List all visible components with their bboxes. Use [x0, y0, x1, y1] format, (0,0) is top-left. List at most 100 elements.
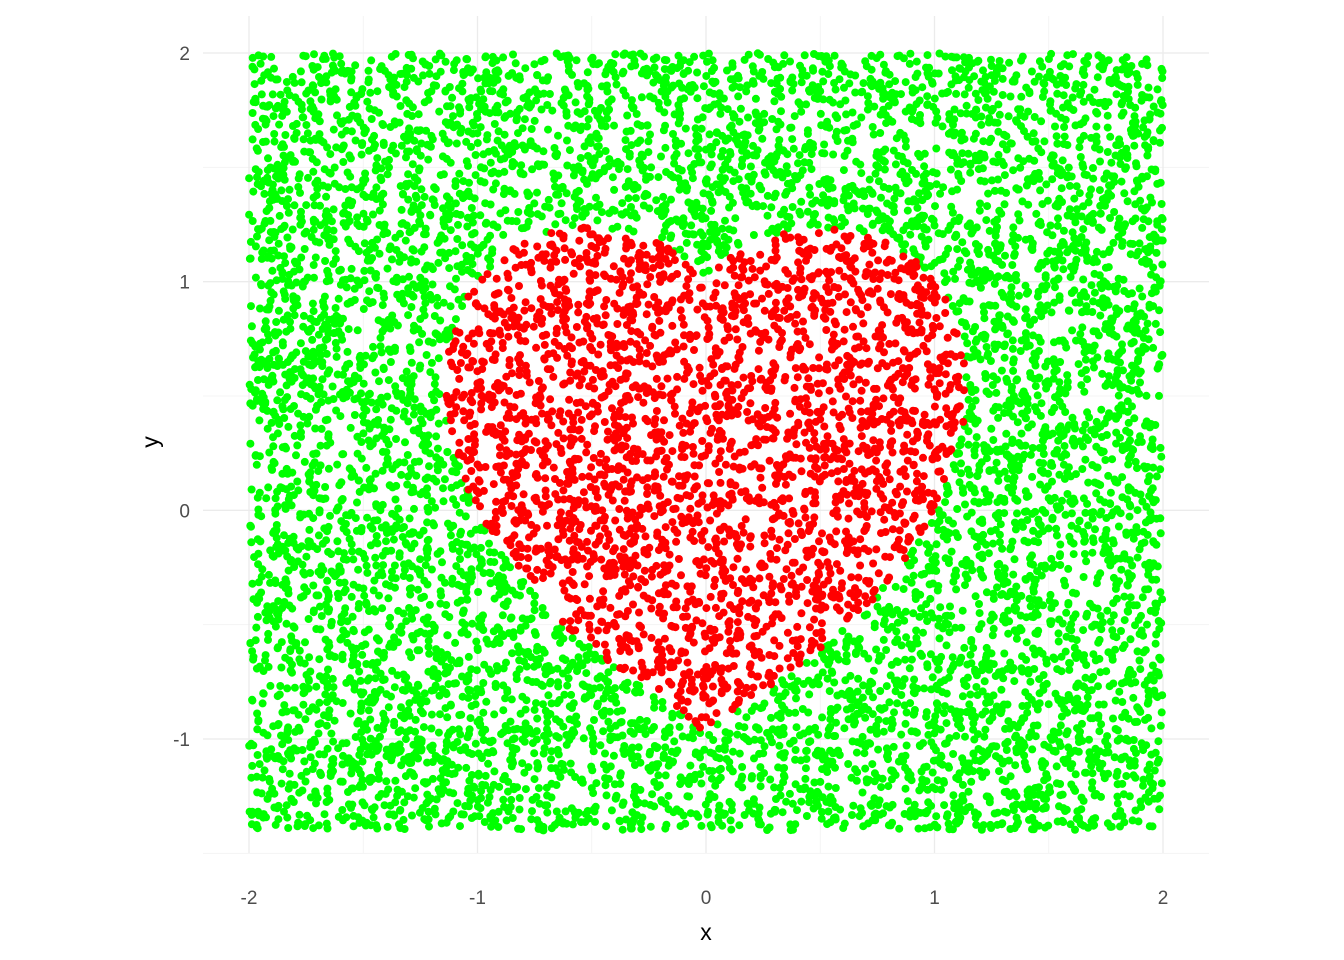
outside-point [383, 170, 392, 179]
outside-point [936, 603, 945, 612]
outside-point [354, 604, 363, 613]
outside-point [1060, 442, 1069, 450]
outside-point [1046, 221, 1055, 230]
outside-point [852, 648, 860, 657]
outside-point [552, 781, 561, 789]
outside-point [315, 672, 324, 681]
outside-point [646, 822, 655, 831]
outside-point [451, 315, 460, 324]
outside-point [799, 680, 808, 688]
outside-point [498, 611, 507, 620]
outside-point [341, 185, 350, 193]
outside-point [1117, 565, 1126, 574]
outside-point [425, 600, 434, 609]
outside-point [1026, 234, 1035, 243]
outside-point [366, 266, 375, 275]
outside-point [1136, 196, 1145, 205]
outside-point [975, 600, 983, 608]
outside-point [408, 811, 416, 820]
outside-point [335, 481, 344, 490]
outside-point [554, 733, 563, 742]
outside-point [854, 674, 863, 683]
outside-point [260, 375, 268, 384]
outside-point [338, 655, 347, 664]
outside-point [903, 206, 912, 215]
outside-point [534, 762, 543, 771]
outside-point [1084, 52, 1093, 61]
outside-point [438, 129, 447, 138]
outside-point [286, 317, 294, 326]
outside-point [1008, 537, 1017, 546]
outside-point [829, 150, 838, 159]
outside-point [981, 725, 990, 734]
outside-point [537, 212, 546, 221]
outside-point [966, 258, 975, 267]
outside-point [295, 726, 304, 735]
outside-point [296, 188, 304, 197]
outside-point [436, 171, 445, 180]
outside-point [1101, 381, 1110, 390]
outside-point [1098, 369, 1107, 378]
outside-point [952, 89, 961, 98]
outside-point [1107, 181, 1116, 190]
outside-point [1121, 220, 1130, 229]
outside-point [374, 760, 383, 769]
outside-point [931, 712, 940, 721]
outside-point [884, 782, 893, 791]
outside-point [797, 78, 806, 87]
outside-point [284, 824, 293, 832]
outside-point [316, 201, 324, 210]
outside-point [584, 152, 592, 160]
outside-point [457, 124, 466, 133]
outside-point [1044, 55, 1053, 63]
outside-point [1132, 601, 1141, 610]
outside-point [311, 88, 320, 97]
outside-point [458, 241, 467, 250]
outside-point [253, 232, 261, 241]
outside-point [1044, 743, 1053, 752]
outside-point [1054, 694, 1063, 703]
outside-point [686, 761, 695, 770]
outside-point [372, 183, 381, 192]
outside-point [1104, 769, 1113, 778]
outside-point [1084, 198, 1093, 207]
outside-point [1092, 257, 1101, 266]
outside-point [1122, 53, 1131, 62]
outside-point [1079, 97, 1088, 106]
outside-point [309, 167, 318, 176]
outside-point [473, 139, 482, 147]
outside-point [520, 115, 529, 124]
outside-point [973, 542, 981, 551]
outside-point [682, 186, 691, 195]
outside-point [743, 81, 752, 90]
outside-point [290, 311, 299, 320]
outside-point [624, 194, 633, 203]
outside-point [749, 231, 758, 239]
outside-point [364, 706, 373, 715]
outside-point [568, 634, 577, 643]
outside-point [1157, 64, 1166, 73]
outside-point [1035, 675, 1044, 684]
outside-point [1126, 239, 1135, 248]
outside-point [995, 530, 1004, 539]
outside-point [1018, 52, 1027, 61]
outside-point [998, 91, 1007, 99]
outside-point [482, 697, 491, 706]
outside-point [841, 676, 850, 685]
outside-point [831, 732, 840, 740]
outside-point [301, 777, 310, 786]
outside-point [252, 664, 261, 673]
outside-point [1033, 391, 1042, 400]
outside-point [775, 741, 784, 750]
outside-point [322, 798, 331, 806]
outside-point [1000, 130, 1008, 139]
outside-point [1023, 406, 1032, 415]
outside-point [450, 769, 459, 778]
outside-point [490, 767, 499, 776]
outside-point [1012, 184, 1021, 193]
outside-point [386, 415, 395, 424]
outside-point [293, 441, 302, 450]
outside-point [476, 543, 485, 552]
outside-point [952, 585, 961, 594]
outside-point [989, 436, 998, 444]
